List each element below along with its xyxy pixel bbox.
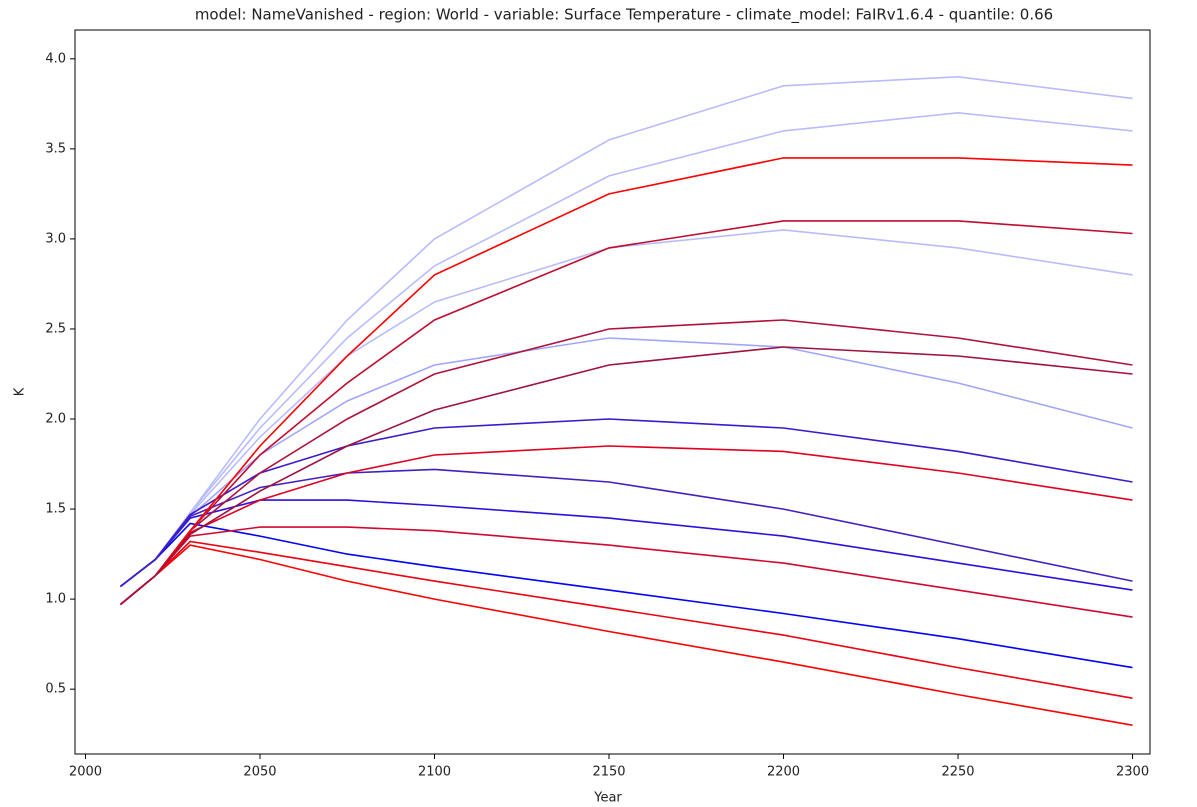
series-line [119, 468, 1133, 588]
x-tick-label: 2300 [1116, 765, 1149, 780]
y-tick-label: 3.0 [45, 231, 66, 246]
y-tick-label: 2.5 [45, 321, 66, 336]
x-tick-label: 2000 [69, 765, 102, 780]
series-line [119, 157, 1133, 606]
chart-title: model: NameVanished - region: World - va… [195, 6, 1053, 25]
plot-area [119, 75, 1133, 726]
y-axis-label: K [13, 387, 28, 396]
series-line [119, 75, 1133, 588]
x-tick-label: 2100 [418, 765, 451, 780]
y-tick-label: 2.0 [45, 412, 66, 427]
series-line [119, 111, 1133, 588]
series-line [119, 229, 1133, 588]
axes-frame [74, 29, 1151, 755]
x-tick-label: 2250 [941, 765, 974, 780]
y-tick-label: 1.5 [45, 502, 66, 517]
series-line [119, 522, 1133, 669]
series-line [119, 526, 1133, 618]
series-line [119, 544, 1133, 726]
series-line [119, 499, 1133, 591]
x-tick-label: 2200 [767, 765, 800, 780]
series-line [119, 540, 1133, 699]
y-tick-label: 0.5 [45, 682, 66, 697]
x-tick-label: 2150 [592, 765, 625, 780]
x-axis-label: Year [593, 791, 622, 806]
y-tick-label: 1.0 [45, 592, 66, 607]
x-tick-label: 2050 [243, 765, 276, 780]
series-line [119, 346, 1133, 606]
y-tick-label: 4.0 [45, 51, 66, 66]
y-tick-label: 3.5 [45, 141, 66, 156]
